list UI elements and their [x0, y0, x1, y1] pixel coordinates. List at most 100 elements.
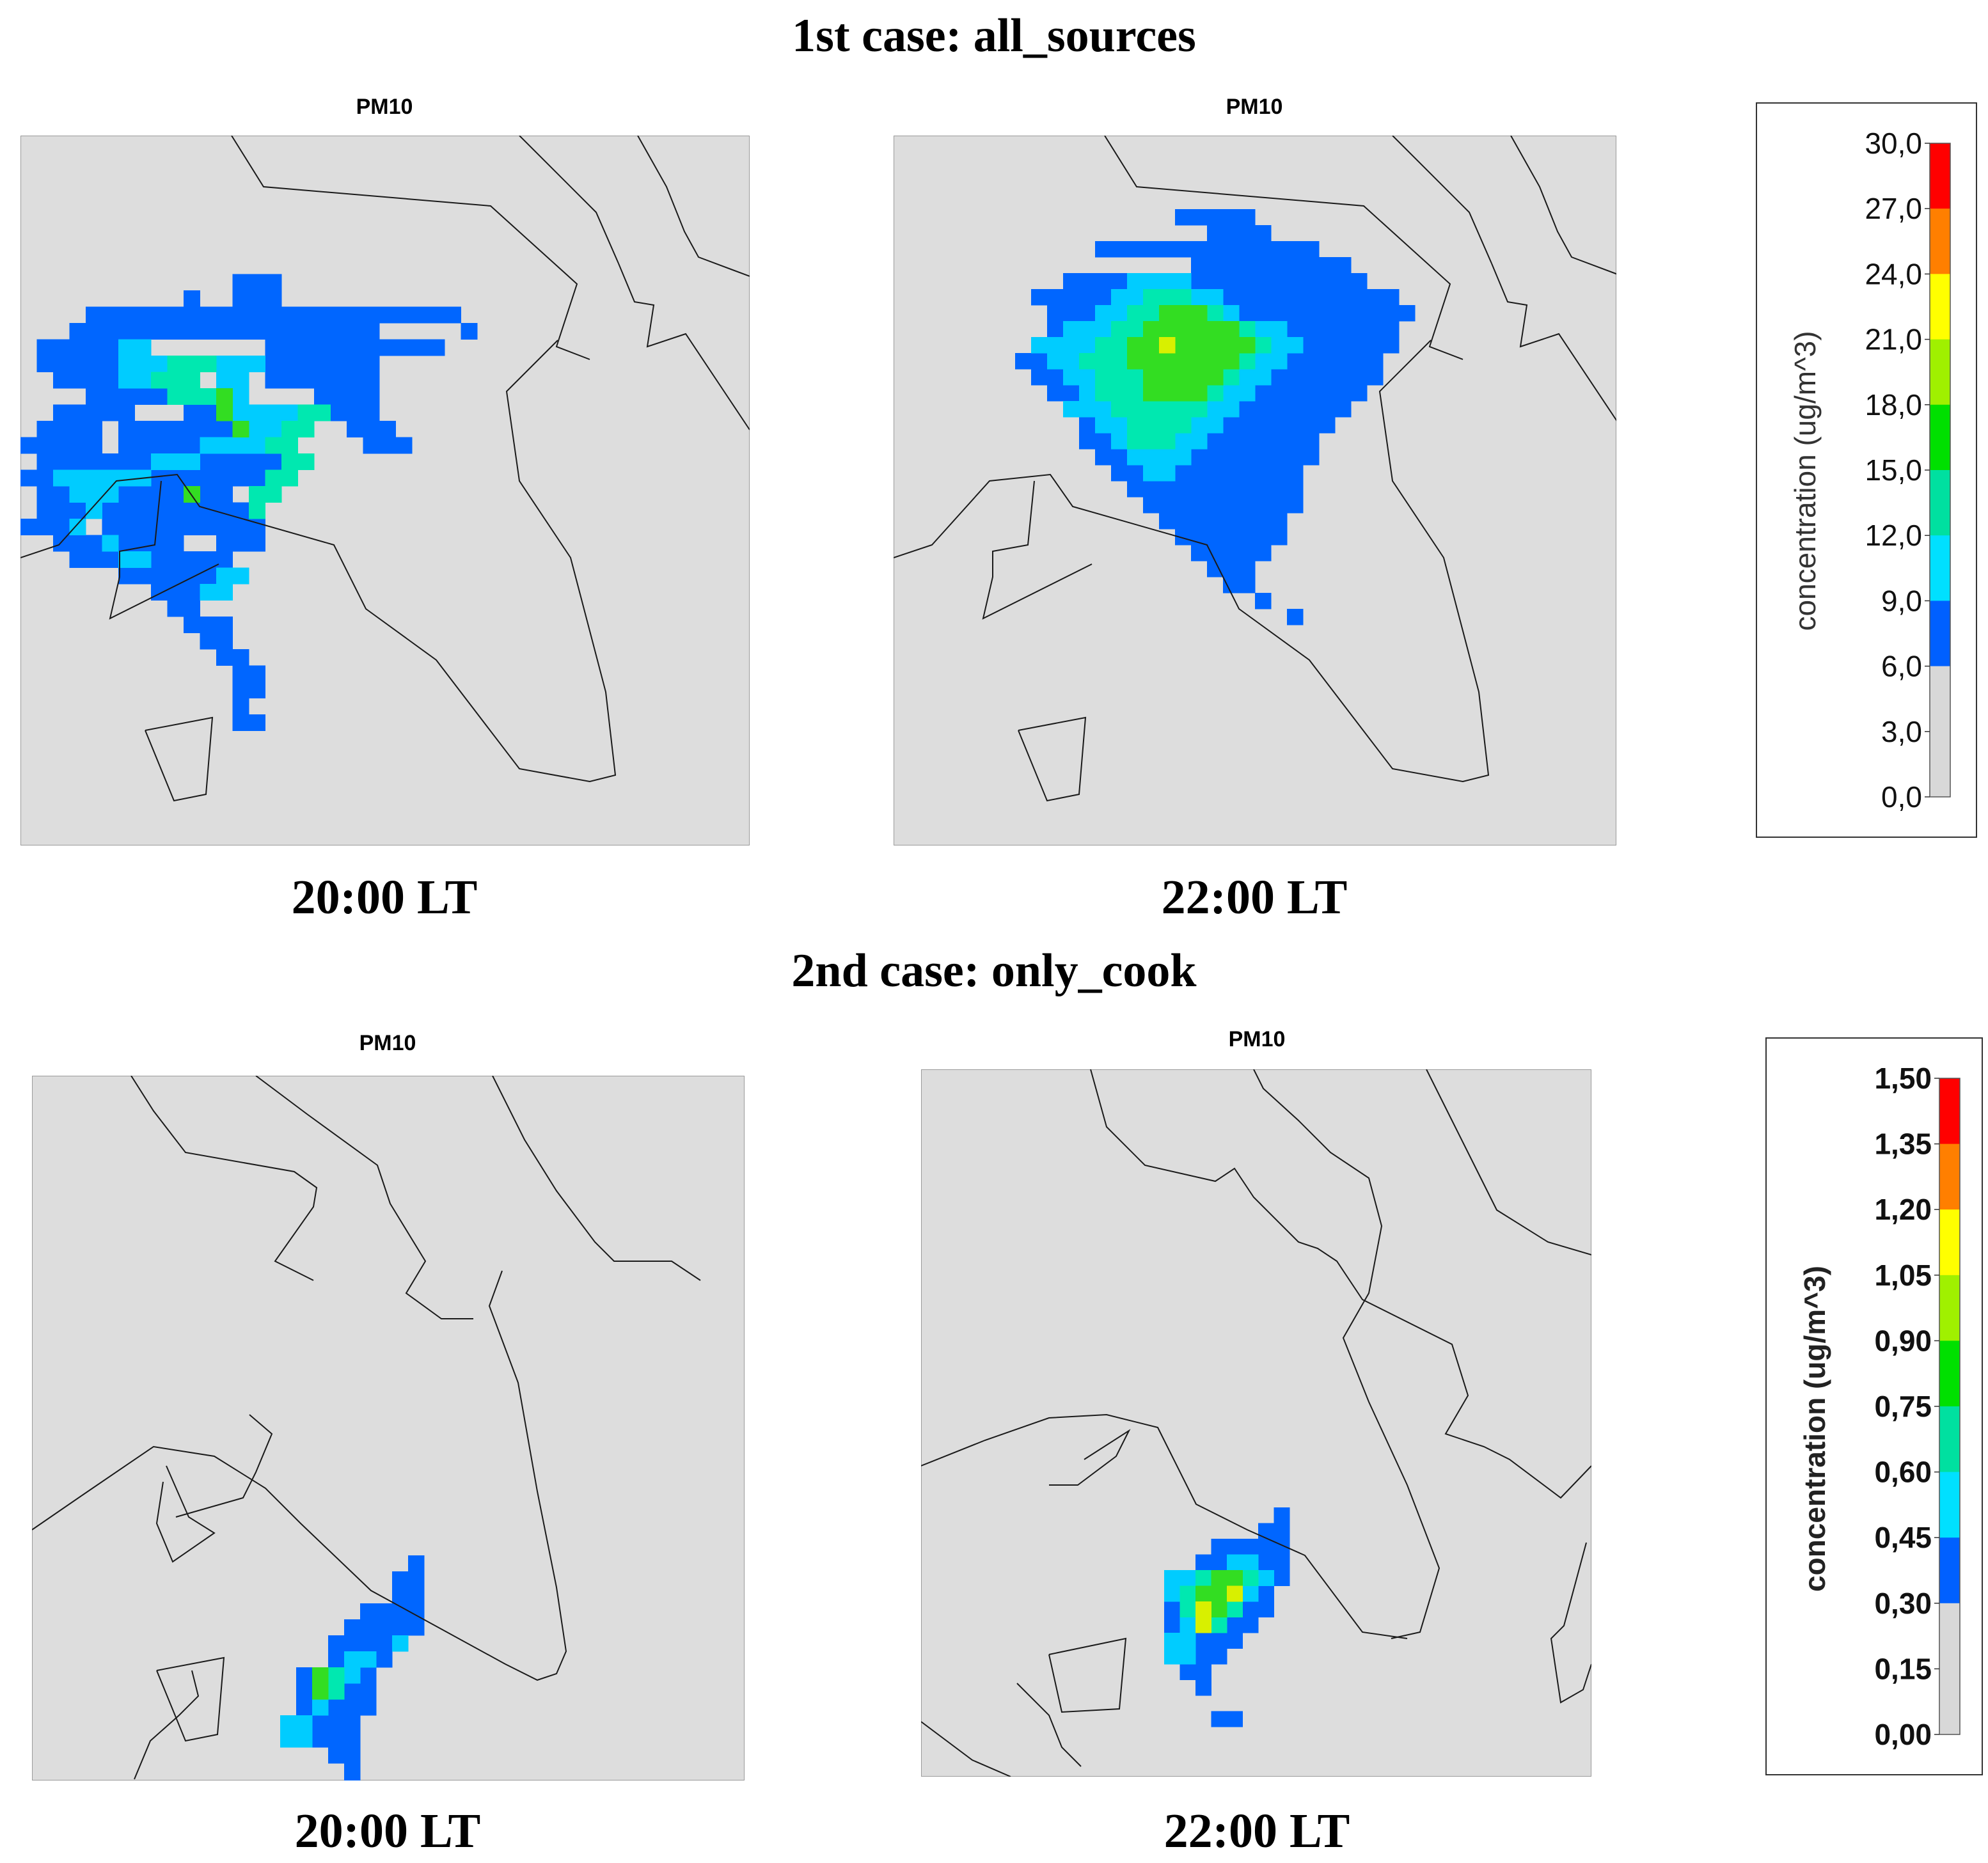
panel-c-title: PM10: [359, 1031, 416, 1055]
concentration-cell-blue: [69, 323, 380, 340]
concentration-cell-blue: [1179, 1664, 1211, 1680]
concentration-cell-cyan: [118, 551, 152, 568]
colorbar-segment: [1930, 470, 1950, 536]
colorbar-segment: [1930, 274, 1950, 340]
concentration-cell-blue: [1211, 1539, 1290, 1555]
concentration-cell-cyan: [216, 567, 249, 585]
concentration-cell-blue: [232, 665, 265, 682]
concentration-cell-blue: [1143, 497, 1304, 514]
panel-c-time: 20:00 LT: [294, 1804, 481, 1858]
colorbar-legend-case1: 30,0 27,0 24,0 21,0 18,0 15,0 12,0 9,0 6,0 3,0 0,0…: [1756, 102, 1977, 838]
colorbar-segment: [1930, 404, 1950, 471]
colorbar-scale: 1,50 1,35 1,20 1,05 0,90 0,75 0,60 0,45 0,30 0,15…: [1874, 1062, 1960, 1751]
concentration-cell-cyan: [69, 486, 119, 503]
concentration-cell-blue: [36, 421, 102, 437]
coastline: [1016, 1683, 1082, 1767]
panel-b-title: PM10: [1226, 95, 1283, 119]
concentration-cell-teal: [1127, 433, 1176, 450]
colorbar-segment: [1930, 535, 1950, 601]
coastline: [1104, 136, 1463, 360]
colorbar-tick-label: 0,0: [1881, 780, 1922, 814]
colorbar-tick-label: 0,30: [1874, 1587, 1932, 1620]
concentration-cell-blue: [36, 502, 86, 519]
colorbar-segment: [1930, 666, 1950, 732]
concentration-cell-blue: [347, 421, 396, 437]
coastline: [1510, 136, 1616, 275]
concentration-cell-green: [1127, 337, 1256, 354]
concentration-cell-blue: [118, 421, 249, 437]
coastline: [1426, 1069, 1591, 1255]
concentration-cell-cyan: [1127, 273, 1192, 290]
colorbar-tick-label: 24,0: [1865, 257, 1922, 290]
concentration-cell-blue: [363, 437, 413, 454]
concentration-cell-blue: [360, 1603, 425, 1620]
panel-b-time: 22:00 LT: [1161, 870, 1348, 924]
concentration-cell-teal: [1143, 289, 1192, 306]
concentration-cell-green: [184, 486, 200, 503]
colorbar-title: concentration (ug/m^3): [1798, 1266, 1831, 1592]
concentration-cell-cyan: [1143, 465, 1176, 482]
colorbar-tick-label: 0,15: [1874, 1652, 1932, 1685]
colorbar-segment: [1939, 1275, 1960, 1341]
concentration-cell-blue: [118, 567, 217, 585]
concentration-cell-blue: [184, 617, 233, 633]
concentration-cell-blue: [102, 502, 265, 519]
concentration-cell-green: [312, 1667, 329, 1684]
concentration-cell-green: [216, 404, 233, 421]
concentration-cell-blue: [53, 404, 135, 421]
colorbar-tick-label: 3,0: [1881, 715, 1922, 748]
concentration-cell-blue: [20, 519, 70, 535]
concentration-cell-blue: [36, 486, 70, 503]
colorbar-tick-label: 1,50: [1874, 1062, 1932, 1095]
colorbar-tick-label: 9,0: [1881, 584, 1922, 617]
concentration-cell-teal: [265, 437, 298, 454]
concentration-cell-teal: [1111, 401, 1208, 418]
concentration-cell-cyan: [151, 453, 200, 470]
concentration-cell-teal: [265, 469, 298, 487]
concentration-cell-green: [312, 1683, 329, 1700]
colorbar-legend-case2: 1,50 1,35 1,20 1,05 0,90 0,75 0,60 0,45 0,30 0,15…: [1765, 1037, 1983, 1775]
colorbar-segment: [1930, 601, 1950, 667]
concentration-cell-blue: [151, 584, 200, 601]
colorbar-segment: [1939, 1078, 1960, 1145]
coastline: [894, 340, 1490, 783]
concentration-cell-blue: [118, 535, 184, 552]
concentration-cell-blue: [392, 1587, 425, 1604]
coastline: [1392, 136, 1492, 264]
colorbar-tick-label: 27,0: [1865, 192, 1922, 225]
concentration-cell-blue: [1195, 1679, 1211, 1696]
concentration-cell-blue: [167, 600, 200, 617]
concentration-cell-blue: [1127, 481, 1304, 498]
colorbar-segment: [1939, 1406, 1960, 1473]
map-panel-d: [921, 1069, 1591, 1777]
concentration-cell-cyan: [53, 469, 152, 487]
coastline: [1550, 1542, 1591, 1704]
coastline: [175, 1414, 273, 1518]
coastline: [134, 1670, 200, 1780]
colorbar-tick-label: 30,0: [1865, 127, 1922, 160]
colorbar-tick-label: 1,20: [1874, 1193, 1932, 1226]
concentration-cell-cyan: [200, 584, 233, 601]
concentration-cell-green: [1143, 321, 1240, 338]
concentration-cell-blue: [296, 1699, 377, 1716]
concentration-cell-cyan: [216, 356, 265, 372]
concentration-cell-blue: [1095, 241, 1320, 258]
concentration-cell-blue: [216, 649, 249, 666]
concentration-cell-blue: [1211, 1711, 1243, 1727]
concentration-cell-cyan: [1127, 449, 1192, 466]
concentration-cell-teal: [167, 388, 217, 405]
concentration-cell-blue: [151, 551, 233, 568]
concentration-cell-yellow: [1195, 1601, 1211, 1617]
coastline: [255, 1076, 473, 1319]
concentration-cell-blue: [118, 437, 200, 454]
concentration-cell-cyan: [312, 1699, 329, 1716]
concentration-cell-cyan: [280, 1715, 313, 1732]
concentration-cell-yellow: [1195, 1617, 1211, 1633]
concentration-cell-blue: [1207, 225, 1272, 242]
concentration-cell-cyan: [1164, 1648, 1196, 1665]
coastline: [1491, 263, 1616, 421]
map-background: [32, 1076, 745, 1780]
concentration-cell-blue: [69, 551, 119, 568]
colorbar-segment: [1939, 1603, 1960, 1669]
concentration-cell-blue: [314, 388, 380, 405]
